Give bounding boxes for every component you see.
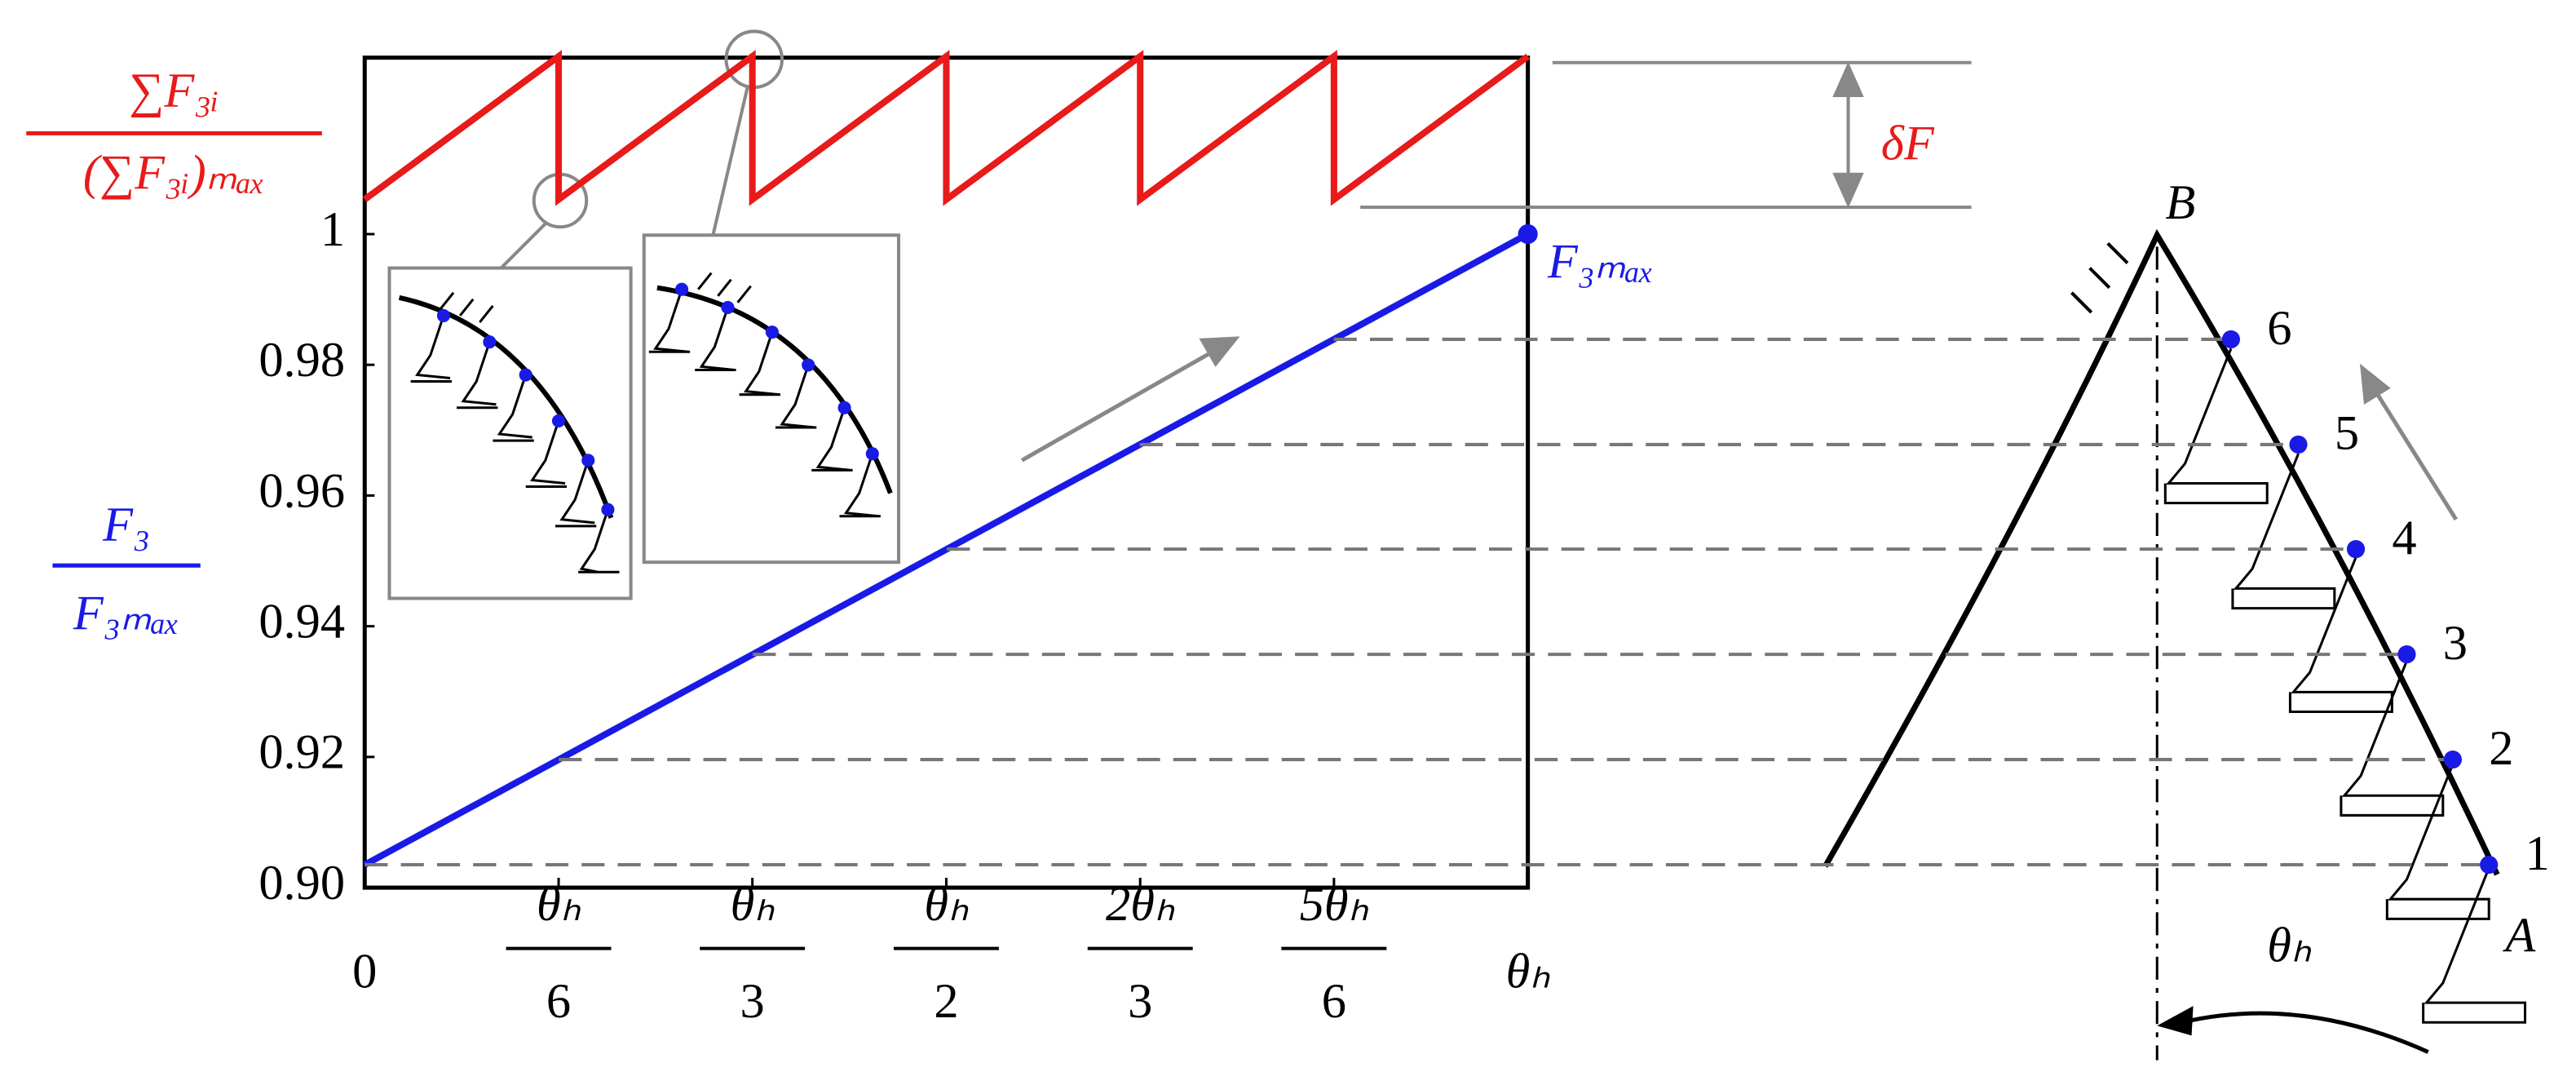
x-tick-label: θₕ6	[506, 877, 612, 1029]
blade-point-label: 2	[2489, 721, 2513, 776]
blade-point-label: 6	[2267, 301, 2291, 356]
blade-point-label: 4	[2392, 511, 2416, 565]
y-tick-label: 0.96	[258, 463, 345, 518]
x-tick-denominator: 6	[1322, 974, 1346, 1029]
blade-diagram	[1823, 228, 2527, 1061]
axis-label-numerator: F₃	[102, 498, 150, 552]
axis-label-denominator: F₃ₘₐₓ	[73, 587, 179, 641]
x-tick-text: θₕ	[1506, 945, 1551, 999]
x-tick-denominator: 6	[546, 974, 571, 1029]
blade-point	[2480, 855, 2499, 875]
end-point-label: F₃ₘₐₓ	[1547, 234, 1654, 289]
y-tick-label: 0.92	[258, 725, 345, 780]
x-tick-text: 0	[352, 945, 377, 999]
x-tick-denominator: 3	[740, 974, 765, 1029]
inset-callouts	[500, 29, 784, 269]
y-tick-label: 0.94	[258, 595, 345, 649]
ripple-label: δF	[1881, 116, 1935, 170]
data-line	[362, 50, 1531, 206]
inset-2	[642, 233, 901, 565]
axis-label-denominator: (∑F₃ᵢ)ₘₐₓ	[83, 146, 265, 201]
x-tick-label: θₕ3	[700, 877, 806, 1029]
blade-point	[2289, 435, 2308, 454]
blade-point-label: 5	[2335, 406, 2359, 461]
x-tick-label: 0	[352, 945, 377, 999]
blade-point-label: 3	[2443, 616, 2468, 671]
y-tick-label: 0.90	[258, 856, 345, 910]
inset-1	[387, 266, 633, 600]
end-point	[1518, 224, 1538, 245]
y-tick-label: 1	[320, 202, 345, 257]
x-tick-denominator: 3	[1128, 974, 1152, 1029]
blade-point	[2346, 540, 2366, 559]
x-tick-label: θₕ2	[893, 877, 999, 1029]
base-label: A	[2502, 908, 2536, 963]
blade-point	[2443, 750, 2462, 769]
blade-point	[2221, 330, 2241, 349]
apex-label: B	[2165, 175, 2195, 230]
axis-label-numerator: ∑F₃ᵢ	[129, 64, 219, 118]
x-tick-denominator: 2	[934, 974, 958, 1029]
ripple-marker	[1360, 60, 1972, 210]
blade-point-label: 1	[2525, 826, 2550, 881]
direction-arrows	[1020, 336, 2459, 521]
angle-label: θₕ	[2267, 919, 2312, 973]
x-tick-label: θₕ	[1506, 945, 1551, 999]
blade-point	[2397, 645, 2416, 664]
y-tick-label: 0.98	[258, 333, 345, 388]
